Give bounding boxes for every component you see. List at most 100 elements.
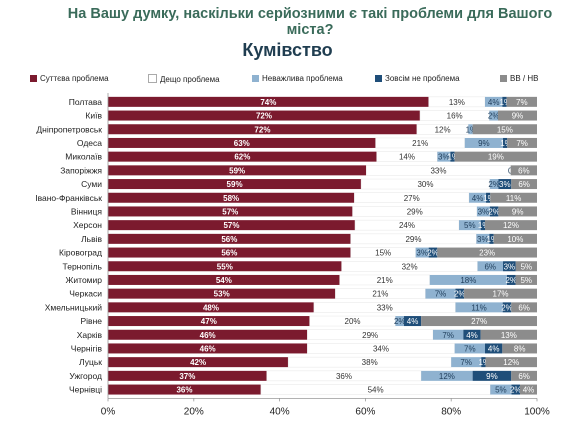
data-label: 2% [454,290,466,299]
bar-segment [480,329,537,340]
data-label: 4% [407,317,419,326]
bar-segment [459,220,481,231]
data-label: 1% [478,358,490,367]
data-label: 16% [447,112,463,121]
category-label: Харків [77,330,103,340]
bar-segment [463,329,481,340]
data-label: 6% [518,372,530,381]
category-label: Запоріжжя [60,165,102,175]
bar-segment [108,343,308,354]
data-label: 55% [217,262,233,271]
bar-segment [108,233,351,244]
data-label: 5% [495,386,507,395]
data-label: 20% [345,317,361,326]
data-label: 37% [179,372,195,381]
category-label: Чернівці [69,385,102,395]
data-label: 1% [483,194,495,203]
legend-label: Зовсім не проблема [385,74,460,83]
data-label: 3% [504,262,516,271]
data-label: 4% [466,331,478,340]
bar-segment [477,261,504,272]
data-label: 7% [442,331,454,340]
category-label: Київ [85,111,102,121]
data-label: 12% [439,372,455,381]
bar-segment [489,206,499,217]
bar-segment [108,137,376,148]
bar-segment [433,329,464,340]
bar-segment [108,179,362,190]
bar-segment [450,151,455,162]
data-label: 58% [223,194,239,203]
bar-segment [510,165,537,176]
data-label: 3% [438,153,450,162]
legend-swatch [375,75,382,82]
data-label: 62% [234,153,250,162]
bar-segment [108,124,417,135]
bar-segment [502,302,512,313]
data-label: 23% [479,249,495,258]
bar-segment [511,179,537,190]
bar-segment [451,357,482,368]
bar-segment [468,124,473,135]
category-label: Суми [81,179,102,189]
data-label: 53% [214,290,230,299]
legend-swatch [252,75,259,82]
data-label: 48% [203,303,219,312]
data-label: 11% [506,194,521,203]
data-label: 2% [488,112,500,121]
category-label: Черкаси [69,289,102,299]
data-label: 6% [518,166,530,175]
category-label: Вінниця [71,206,103,216]
category-label: Чернігів [71,343,103,353]
data-label: 63% [234,139,250,148]
data-label: 5% [520,276,532,285]
bar-segment [376,151,438,162]
data-label: 1% [500,98,512,107]
bar-segment [472,124,537,135]
data-label: 72% [256,112,272,121]
data-label: 1% [448,153,460,162]
data-label: 59% [227,180,243,189]
data-label: 11% [471,303,486,312]
data-label: 7% [460,358,472,367]
data-label: 42% [190,358,206,367]
data-label: 10% [507,235,523,244]
category-label: Полтава [69,97,103,107]
data-label: 7% [516,139,528,148]
data-label: 6% [518,303,530,312]
data-label: 7% [435,290,447,299]
bar-segment [485,96,503,107]
bar-segment [498,110,537,121]
x-tick-label: 100% [524,406,550,417]
bar-segment [108,302,314,313]
bar-segment [108,110,420,121]
data-label: 1% [478,221,490,230]
bar-segment [481,357,486,368]
category-label: Рівне [81,316,103,326]
data-label: 4% [488,98,500,107]
data-label: 7% [516,98,528,107]
data-label: 18% [460,276,476,285]
data-label: 33% [377,303,393,312]
data-label: 6% [484,262,496,271]
category-label: Луцьк [79,357,102,367]
bar-segment [472,370,512,381]
data-label: 34% [373,344,389,353]
category-label: Ужгород [69,371,102,381]
bar-segment [428,247,438,258]
bar-segment [490,192,537,203]
category-label: Житомир [66,275,103,285]
bar-segment [454,343,485,354]
bar-segment [404,316,422,327]
bar-segment [511,302,537,313]
bar-segment [485,343,503,354]
bar-segment [429,274,507,285]
data-label: 21% [377,276,393,285]
legend-item: Дещо проблема [148,74,220,84]
legend-swatch [30,75,37,82]
bar-segment [108,384,261,395]
data-label: 21% [412,139,428,148]
data-label: 5% [521,262,533,271]
data-label: 9% [478,139,490,148]
legend-label: Неважлива проблема [262,74,343,83]
